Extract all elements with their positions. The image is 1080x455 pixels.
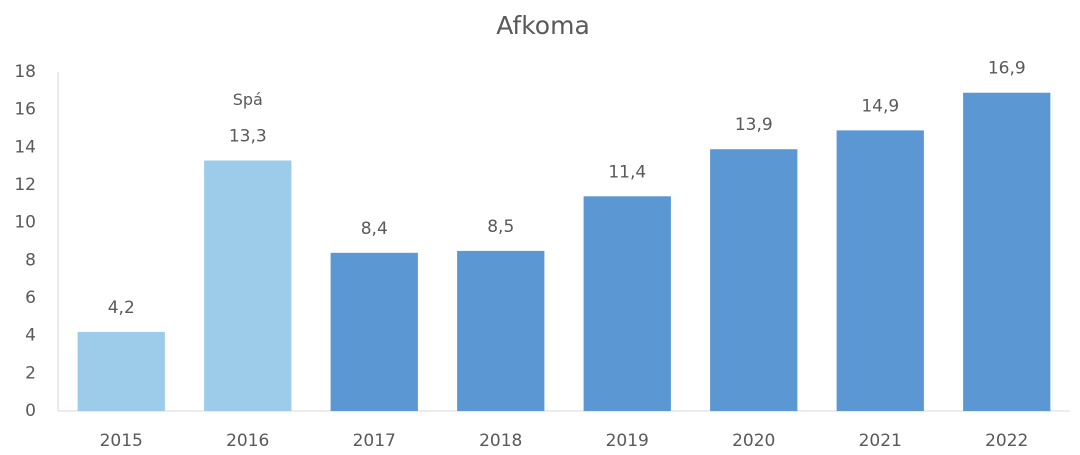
x-tick-label: 2016 [226,431,269,451]
data-label: 8,4 [361,219,388,239]
x-tick-label: 2021 [859,431,902,451]
bar [710,149,798,411]
annotation: Spá [233,90,263,109]
bar [963,92,1051,411]
bar [583,196,671,411]
bar [204,160,292,411]
chart-title: Afkoma [496,11,590,40]
y-tick-label: 0 [25,401,36,421]
bar [330,252,418,411]
x-tick-label: 2015 [100,431,143,451]
y-tick-label: 16 [14,100,36,120]
data-label: 11,4 [608,162,646,182]
y-tick-label: 8 [25,250,36,270]
bar [77,331,165,411]
y-tick-label: 12 [14,175,36,195]
x-tick-label: 2022 [985,431,1028,451]
data-label: 16,9 [988,59,1026,79]
x-tick-label: 2017 [353,431,396,451]
data-label: 13,3 [229,127,267,147]
data-label: 4,2 [108,298,135,318]
y-tick-label: 14 [14,137,36,157]
bar [457,250,545,411]
y-tick-label: 2 [25,363,36,383]
x-tick-label: 2020 [732,431,775,451]
data-label: 14,9 [861,96,899,116]
y-tick-label: 18 [14,62,36,82]
y-tick-label: 6 [25,288,36,308]
y-tick-label: 10 [14,213,36,233]
bar [836,130,924,411]
x-tick-label: 2019 [606,431,649,451]
y-tick-label: 4 [25,326,36,346]
x-tick-label: 2018 [479,431,522,451]
data-label: 8,5 [487,217,514,237]
data-label: 13,9 [735,115,773,135]
